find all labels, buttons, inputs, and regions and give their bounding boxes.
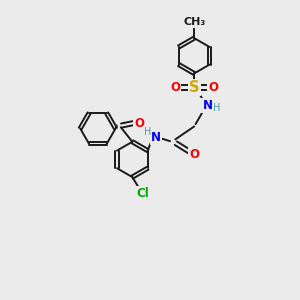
Text: H: H — [144, 127, 151, 137]
Text: CH₃: CH₃ — [183, 17, 205, 27]
Text: N: N — [202, 99, 212, 112]
Text: Cl: Cl — [136, 187, 149, 200]
Text: O: O — [134, 117, 144, 130]
Text: N: N — [151, 131, 161, 144]
Text: S: S — [189, 80, 200, 95]
Text: O: O — [208, 81, 218, 94]
Text: O: O — [170, 81, 180, 94]
Text: O: O — [189, 148, 199, 161]
Text: H: H — [213, 103, 220, 112]
